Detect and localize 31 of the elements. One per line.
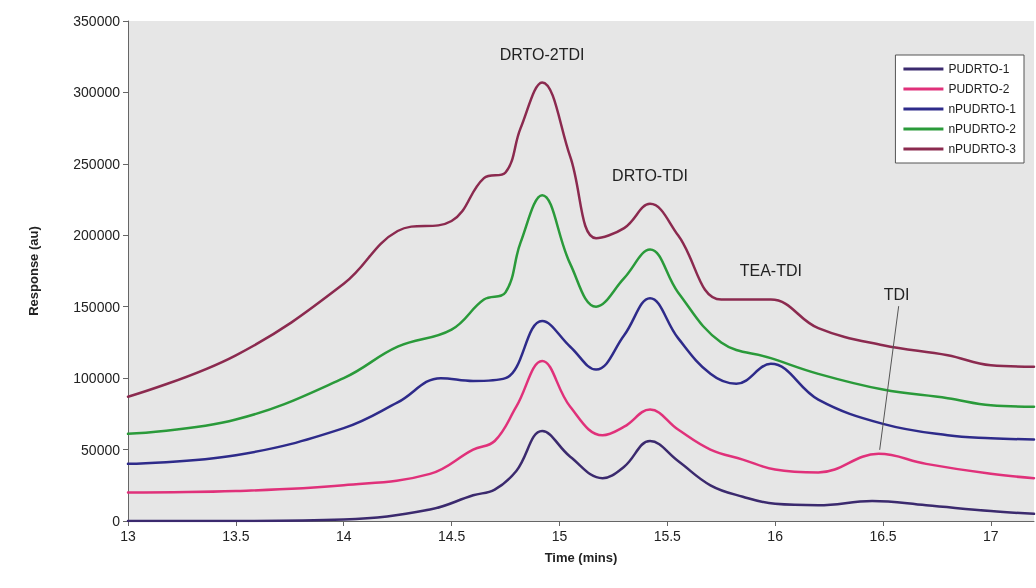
annotation: TEA-TDI xyxy=(739,261,802,279)
y-tick-label: 100000 xyxy=(73,370,121,387)
y-tick-label: 250000 xyxy=(73,155,121,172)
y-axis-title: Response (au) xyxy=(26,226,41,316)
legend-label: nPUDRTO-3 xyxy=(948,142,1017,156)
legend-label: PUDRTO-2 xyxy=(948,82,1010,96)
y-tick-label: 50000 xyxy=(81,441,121,458)
y-tick-label: 150000 xyxy=(73,298,121,315)
x-tick-label: 16 xyxy=(767,528,784,544)
x-axis-title: Time (mins) xyxy=(544,550,618,565)
x-tick-label: 14 xyxy=(335,528,352,544)
legend-label: nPUDRTO-2 xyxy=(948,122,1017,136)
x-tick-label: 15 xyxy=(551,528,568,544)
x-tick-label: 13.5 xyxy=(222,528,250,544)
legend-label: nPUDRTO-1 xyxy=(948,102,1017,116)
annotation: DRTO-TDI xyxy=(612,167,688,185)
annotation: TDI xyxy=(883,285,910,303)
line-series xyxy=(126,194,1036,436)
y-tick-label: 200000 xyxy=(73,227,121,244)
line-series xyxy=(126,359,1036,494)
y-tick-label: 0 xyxy=(112,513,121,529)
x-tick-label: 17 xyxy=(983,528,999,544)
y-tick-label: 300000 xyxy=(73,84,121,101)
y-tick-label: 350000 xyxy=(73,13,121,29)
line-series xyxy=(126,81,1036,398)
x-tick-label: 13 xyxy=(120,528,136,544)
x-tick-label: 14.5 xyxy=(437,528,466,544)
x-tick-label: 16.5 xyxy=(869,528,897,544)
x-tick-label: 15.5 xyxy=(653,528,682,544)
legend-label: PUDRTO-1 xyxy=(948,62,1010,76)
annotation: DRTO-2TDI xyxy=(499,45,585,63)
